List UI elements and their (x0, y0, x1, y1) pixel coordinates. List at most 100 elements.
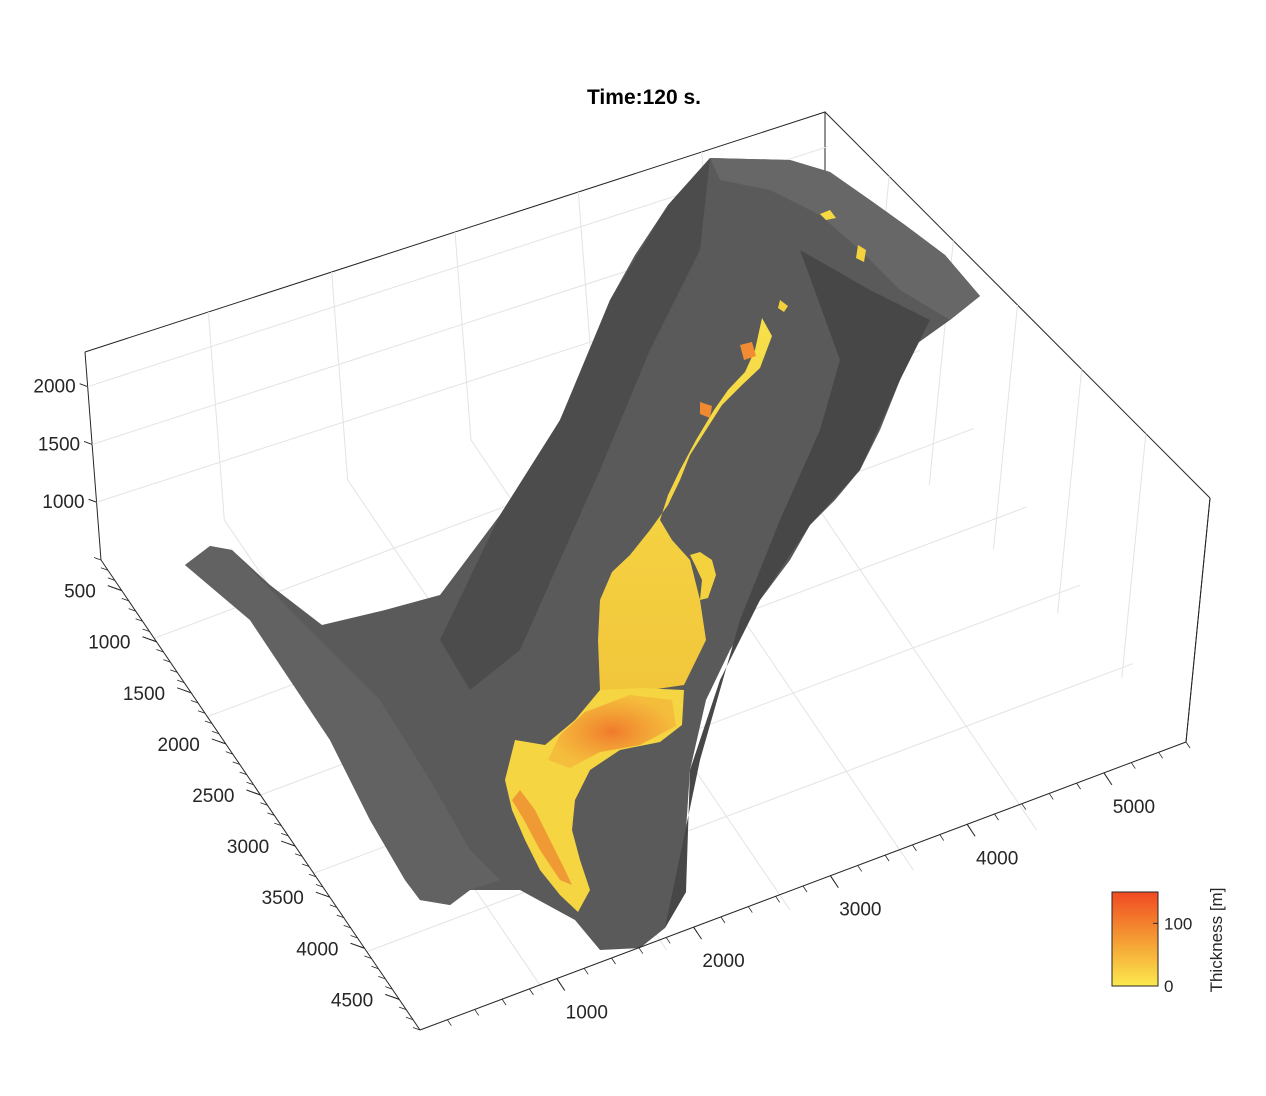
colorbar-gradient (1111, 891, 1159, 987)
flow-hot-core (548, 695, 676, 768)
x-minor-tick (556, 978, 562, 985)
flow-upper-channel (598, 318, 772, 705)
y-minor-tick (288, 843, 296, 847)
y-tick-label: 500 (64, 582, 96, 603)
y-minor-tick (322, 894, 330, 898)
y-minor-tick (398, 1006, 407, 1010)
y-minor-tick (114, 587, 122, 592)
y-minor-tick (364, 955, 372, 959)
y-minor-tick (156, 649, 164, 653)
x-minor-tick (1130, 762, 1136, 769)
x-minor-tick (830, 875, 835, 882)
y-tick-label: 2000 (158, 735, 200, 756)
colorbar-tick-label: 0 (1164, 977, 1173, 996)
y-minor-tick (350, 935, 358, 939)
x-minor-tick (857, 865, 863, 872)
chart-title: Time:120 s. (587, 86, 701, 109)
y-minor-tick (100, 567, 109, 571)
x-minor-tick (1021, 803, 1027, 810)
z-tick-label: 1000 (42, 492, 84, 513)
grid-line (1121, 433, 1147, 678)
y-minor-tick (385, 986, 393, 990)
y-minor-tick (405, 1016, 414, 1021)
terrain-surface (185, 158, 980, 950)
x-minor-tick (1158, 752, 1163, 759)
x-minor-tick (720, 916, 726, 924)
y-minor-tick (135, 618, 143, 622)
y-axis: 500 1000 1500 2000 2500 3000 3500 4000 4500 (64, 557, 421, 1031)
y-minor-tick (149, 638, 157, 643)
y-minor-tick (142, 628, 150, 632)
y-minor-tick (315, 884, 324, 888)
x-tick-label: 2000 (702, 951, 744, 972)
x-minor-tick (884, 854, 890, 862)
y-tick-label: 3000 (227, 837, 269, 858)
z-axis: 1000 1500 2000 (33, 377, 97, 513)
x-minor-tick (447, 1019, 452, 1026)
y-minor-tick (93, 557, 102, 561)
x-tick-label: 5000 (1113, 797, 1155, 818)
y-minor-tick (253, 792, 261, 796)
y-minor-tick (378, 976, 386, 980)
x-minor-tick (583, 968, 589, 975)
y-minor-tick (294, 853, 303, 857)
y-minor-tick (392, 996, 400, 1000)
x-minor-tick (994, 813, 999, 821)
flow-hot-tail (512, 790, 572, 885)
x-tick-label: 1000 (566, 1003, 608, 1024)
y-minor-tick (177, 679, 185, 683)
y-minor-tick (190, 700, 199, 704)
x-minor-tick (802, 885, 808, 893)
y-minor-tick (225, 751, 233, 755)
x-minor-tick (611, 957, 616, 965)
y-tick-label: 4500 (331, 990, 373, 1011)
y-minor-tick (281, 832, 289, 837)
y-minor-tick (163, 659, 171, 663)
y-minor-tick (107, 577, 116, 581)
x-minor-tick (693, 926, 698, 934)
grid-line (331, 271, 349, 481)
grid-line (993, 304, 1018, 550)
x-tick-label: 3000 (839, 900, 881, 921)
y-tick-label: 1000 (88, 633, 130, 654)
y-minor-tick (274, 822, 282, 827)
x-minor-tick (1185, 741, 1191, 749)
colorbar: 0 100 Thickness [m] (1111, 888, 1226, 996)
colorbar-ticks: 0 100 (1153, 914, 1192, 996)
terrain-shading-right (665, 250, 930, 928)
y-minor-tick (336, 914, 344, 918)
flow-top-hotspot (740, 342, 756, 360)
flow-fringe-3 (778, 300, 788, 312)
flow-upper-hotspot (700, 402, 712, 418)
grid-line (1057, 369, 1083, 614)
colorbar-tick-label: 100 (1164, 914, 1192, 933)
y-minor-tick (357, 945, 365, 949)
y-minor-tick (232, 761, 240, 765)
x-minor-tick (665, 937, 671, 944)
grid-line (454, 231, 472, 441)
x-minor-tick (1103, 772, 1109, 780)
y-tick-label: 3500 (262, 888, 304, 909)
colorbar-label: Thickness [m] (1207, 888, 1226, 993)
y-minor-tick (260, 802, 268, 806)
y-minor-tick (267, 812, 275, 816)
z-tick-label: 1500 (38, 434, 80, 455)
x-minor-tick (747, 906, 753, 913)
terrain-shading-valley (440, 158, 710, 690)
x-minor-tick (966, 824, 972, 831)
grid-line (207, 311, 225, 521)
z-tick-mark (79, 383, 88, 388)
x-minor-tick (501, 998, 507, 1006)
y-minor-tick (121, 597, 129, 602)
flow-deposit (505, 210, 866, 912)
z-tick-label: 2000 (33, 377, 75, 398)
y-minor-tick (412, 1027, 421, 1031)
y-tick-label: 2500 (192, 786, 234, 807)
x-minor-tick (939, 834, 945, 841)
x-tick-label: 4000 (976, 848, 1018, 869)
y-minor-tick (184, 689, 192, 694)
flow-side-splash (690, 552, 716, 600)
y-tick-label: 4000 (296, 939, 338, 960)
